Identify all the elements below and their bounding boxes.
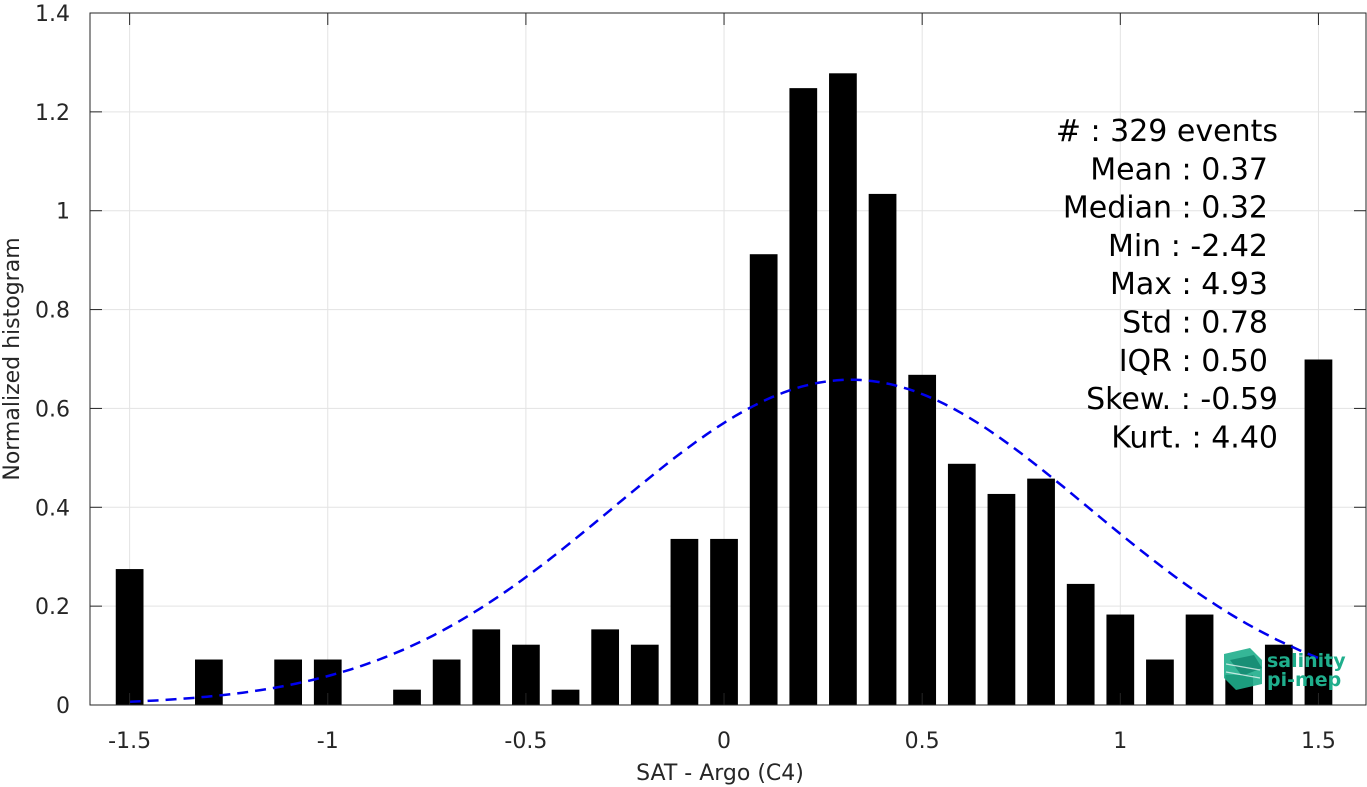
histogram-bar [710, 538, 738, 705]
stat-line: # : 329 events [1056, 114, 1278, 149]
stat-line: Median : 0.32 [1063, 191, 1268, 226]
x-tick-label: 1 [1113, 729, 1127, 754]
stat-line: Kurt. : 4.40 [1111, 420, 1278, 455]
logo-mark-icon [1224, 648, 1262, 690]
histogram-bar [1185, 614, 1214, 705]
histogram-bar [630, 644, 659, 705]
x-tick-label: -0.5 [504, 729, 547, 754]
histogram-bar [1304, 359, 1333, 705]
x-tick-label: -1 [317, 729, 339, 754]
histogram-bar [591, 629, 620, 705]
histogram-bar [987, 493, 1016, 705]
histogram-bar [1027, 478, 1055, 705]
histogram-bar [908, 374, 937, 705]
x-tick-label: 0 [717, 729, 731, 754]
stat-line: IQR : 0.50 [1119, 344, 1268, 379]
x-tick-label: 0.5 [905, 729, 940, 754]
histogram-bar [393, 689, 421, 705]
histogram-bar [115, 569, 144, 705]
x-axis-label: SAT - Argo (C4) [636, 761, 804, 786]
salinity-pi-mep-logo: salinity pi-mep [1224, 648, 1346, 691]
logo-line-1: salinity [1267, 650, 1346, 672]
histogram-bar [195, 659, 223, 705]
logo-line-2: pi-mep [1267, 669, 1341, 691]
x-tick-label: -1.5 [108, 729, 151, 754]
histogram-bar [1146, 659, 1174, 705]
histogram-bar [749, 254, 778, 705]
histogram-bar [1066, 583, 1095, 705]
histogram-bar [472, 629, 501, 705]
fit-curve-line [129, 378, 1319, 703]
stat-line: Mean : 0.37 [1090, 152, 1268, 187]
histogram-bar [1264, 644, 1293, 705]
y-tick-label: 1.4 [35, 2, 70, 27]
x-tick-labels: -1.5 -1 -0.5 0 0.5 1 1.5 [108, 729, 1336, 754]
histogram-bar [1106, 614, 1135, 705]
y-tick-label: 1 [56, 200, 70, 225]
stat-line: Min : -2.42 [1108, 229, 1268, 264]
y-tick-labels: 0 0.2 0.4 0.6 0.8 1 1.2 1.4 [35, 2, 70, 719]
y-tick-label: 0.6 [35, 397, 70, 422]
histogram-bar [789, 88, 818, 706]
gaussian-fit-curve [129, 378, 1319, 703]
histogram-bar [868, 193, 897, 705]
y-tick-label: 1.2 [35, 101, 70, 126]
stat-line: Std : 0.78 [1122, 306, 1268, 341]
axis-ticks [90, 12, 1366, 706]
y-tick-label: 0.4 [35, 496, 70, 521]
y-tick-label: 0.2 [35, 595, 70, 620]
y-axis-label: Normalized histogram [0, 237, 25, 480]
histogram-bar [947, 463, 976, 705]
y-tick-label: 0 [56, 694, 70, 719]
histogram-bars [115, 73, 1333, 706]
stat-line: Max : 4.93 [1110, 267, 1268, 302]
grid-lines [90, 12, 1366, 706]
y-tick-label: 0.8 [35, 299, 70, 324]
histogram-bar [551, 689, 580, 705]
histogram-bar [829, 73, 857, 705]
x-tick-label: 1.5 [1301, 729, 1336, 754]
plot-frame [89, 12, 1367, 706]
histogram-bar [670, 538, 699, 705]
stat-line: Skew. : -0.59 [1086, 382, 1278, 417]
histogram-bar [432, 659, 461, 705]
